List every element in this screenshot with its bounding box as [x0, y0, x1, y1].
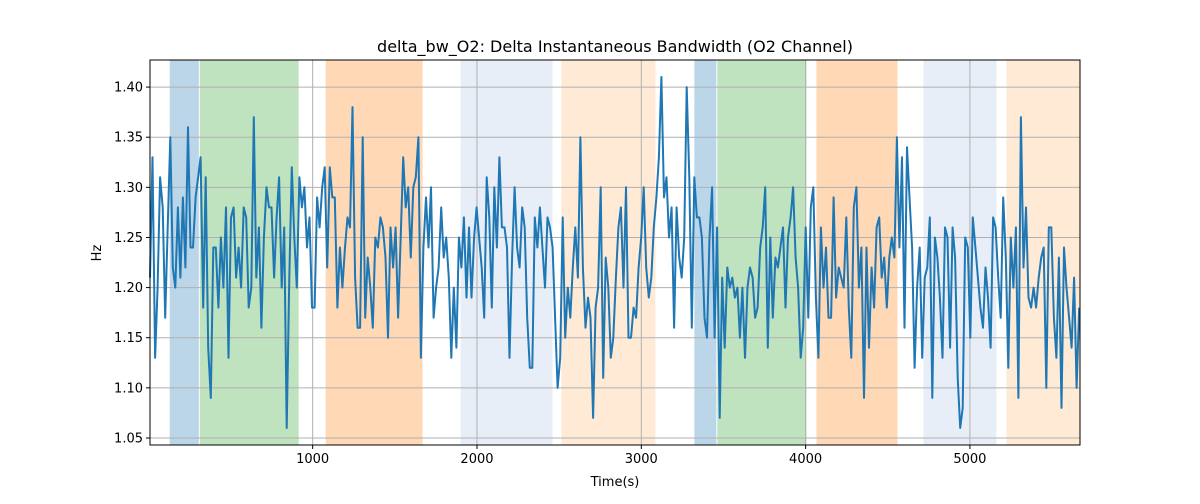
x-tick-label: 2000: [460, 452, 493, 467]
y-tick-label: 1.25: [114, 231, 143, 246]
y-axis-label: Hz: [90, 245, 105, 262]
axes-frame: [149, 59, 1081, 446]
shaded-region: [717, 60, 807, 445]
y-tick-label: 1.30: [114, 181, 143, 196]
y-tick-label: 1.05: [114, 431, 143, 446]
x-tick-label: 4000: [789, 452, 822, 467]
chart-title: delta_bw_O2: Delta Instantaneous Bandwid…: [377, 37, 853, 57]
x-axis: 1000 2000 3000 4000 5000: [296, 445, 986, 467]
shaded-region: [816, 60, 898, 445]
y-axis: 1.05 1.10 1.15 1.20 1.25 1.30 1.35 1.40: [114, 81, 150, 446]
series-line: [149, 76, 1081, 429]
y-tick-label: 1.10: [114, 381, 143, 396]
y-tick-label: 1.40: [114, 81, 143, 96]
grid: [150, 60, 1080, 445]
x-axis-label: Time(s): [590, 475, 640, 490]
shaded-region: [694, 60, 717, 445]
y-tick-label: 1.15: [114, 331, 143, 346]
x-tick-label: 5000: [953, 452, 986, 467]
y-tick-label: 1.20: [114, 281, 143, 296]
x-tick-label: 3000: [625, 452, 658, 467]
x-tick-label: 1000: [296, 452, 329, 467]
y-tick-label: 1.35: [114, 131, 143, 146]
